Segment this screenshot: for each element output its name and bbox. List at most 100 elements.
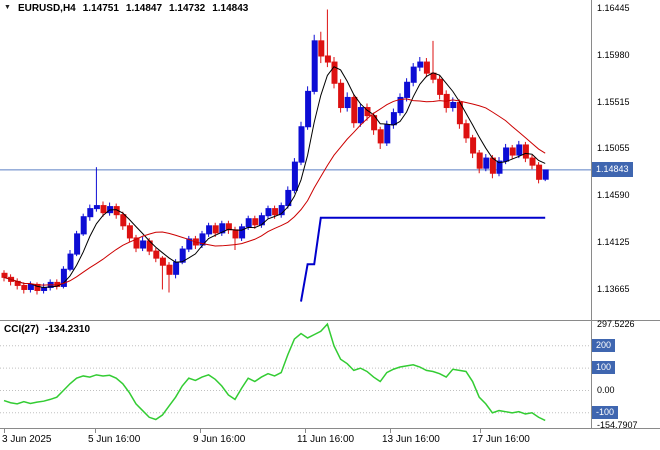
time-axis[interactable]: 3 Jun 2025 5 Jun 16:00 9 Jun 16:00 11 Ju… [0, 428, 660, 450]
cci-chart-canvas[interactable] [0, 321, 591, 428]
candle-body [384, 124, 391, 144]
candle-body [239, 226, 246, 239]
candle-body [318, 40, 325, 57]
ohlc-open: 1.14751 [82, 3, 119, 14]
price-axis-label: 1.14590 [597, 190, 630, 200]
candle-body [364, 107, 371, 117]
candle-body [529, 157, 536, 166]
time-axis-label: 17 Jun 16:00 [472, 434, 530, 445]
cci-level-badge-100: 100 [592, 361, 616, 374]
candle-body [179, 248, 186, 263]
ohlc-close: 1.14843 [212, 3, 249, 14]
candle-body [516, 144, 523, 156]
candle-body [212, 225, 219, 234]
candle-body [351, 96, 358, 124]
symbol-timeframe-label: EURUSD,H4 [17, 3, 76, 14]
chart-dropdown-icon[interactable]: ▼ [4, 4, 11, 11]
candle-body [344, 96, 351, 109]
candle-body [311, 40, 318, 92]
candle-body [542, 169, 549, 180]
indicator-info-bar: CCI(27) -134.2310 [4, 324, 90, 335]
candle-body [404, 81, 411, 98]
price-axis-label: 1.15055 [597, 143, 630, 153]
candle-body [265, 208, 272, 217]
candle-body [100, 205, 107, 214]
candle-body [503, 147, 510, 162]
price-axis[interactable]: 1.16445 1.15980 1.15515 1.15055 1.14590 … [591, 0, 660, 430]
candle-body [67, 253, 74, 270]
cci-line [3, 322, 546, 422]
candle-body [252, 218, 259, 226]
candle-body [390, 112, 397, 126]
candle-body [74, 233, 81, 255]
signal-step-line [300, 216, 546, 302]
ma-fast-line [3, 66, 546, 288]
price-axis-label: 1.15515 [597, 97, 630, 107]
time-axis-label: 13 Jun 16:00 [382, 434, 440, 445]
indicator-value: -134.2310 [45, 324, 91, 335]
time-axis-label: 3 Jun 2025 [2, 434, 52, 445]
symbol-info-bar: ▼ EURUSD,H4 1.14751 1.14847 1.14732 1.14… [4, 3, 248, 14]
candle-body [93, 205, 100, 210]
candle-body [1, 272, 8, 278]
ohlc-high: 1.14847 [125, 3, 163, 14]
candle-body [463, 123, 470, 139]
candle-body [272, 208, 279, 216]
candle-body [245, 218, 252, 228]
price-axis-label: 1.16445 [597, 3, 630, 13]
candle-body [27, 283, 34, 290]
candle-body [338, 82, 345, 109]
candle-body [437, 78, 444, 95]
candle-body [159, 257, 166, 266]
candle-body [536, 164, 543, 180]
cci-axis-min-label: -154.7907 [597, 420, 638, 430]
candle-body [331, 61, 338, 84]
candle-body [305, 90, 312, 128]
candle-body [496, 160, 503, 174]
bid-price-badge: 1.14843 [592, 162, 633, 177]
candle-body [166, 264, 173, 275]
candle-body [357, 107, 364, 124]
candle-body [219, 223, 226, 234]
candle-body [423, 61, 430, 74]
candle-body [232, 229, 239, 239]
indicator-name: CCI(27) [4, 324, 40, 335]
candle-body [60, 268, 67, 287]
candle-body [522, 144, 529, 159]
candle-body [133, 237, 140, 249]
candle-body [509, 147, 516, 156]
price-chart-canvas[interactable] [0, 0, 591, 320]
candle-body [173, 261, 180, 275]
time-axis-label: 11 Jun 16:00 [297, 434, 355, 445]
candle-body [206, 225, 213, 235]
price-axis-label: 1.15980 [597, 50, 630, 60]
candle-body [87, 208, 94, 218]
candle-body [153, 250, 160, 259]
cci-level-badge-200: 200 [592, 339, 616, 352]
candle-body [225, 223, 232, 231]
candle-body [291, 161, 298, 191]
candle-body [489, 157, 496, 174]
time-tick [480, 429, 481, 433]
panel-separator[interactable] [0, 320, 660, 321]
candle-body [476, 152, 483, 169]
time-axis-label: 5 Jun 16:00 [88, 434, 141, 445]
cci-axis-max-label: 297.5226 [597, 319, 635, 329]
time-tick [390, 429, 391, 433]
price-axis-label: 1.14125 [597, 237, 630, 247]
candle-body [140, 240, 147, 249]
candle-body [483, 157, 490, 169]
candle-body [377, 129, 384, 144]
candle-body [126, 225, 133, 239]
candle-body [298, 126, 305, 163]
cci-zero-label: 0.00 [597, 385, 615, 395]
candle-body [410, 66, 417, 83]
time-tick [200, 429, 201, 433]
time-tick [95, 429, 96, 433]
time-tick [4, 429, 5, 433]
candle-body [186, 238, 193, 250]
time-tick [305, 429, 306, 433]
time-axis-label: 9 Jun 16:00 [193, 434, 246, 445]
candle-body [120, 214, 127, 227]
